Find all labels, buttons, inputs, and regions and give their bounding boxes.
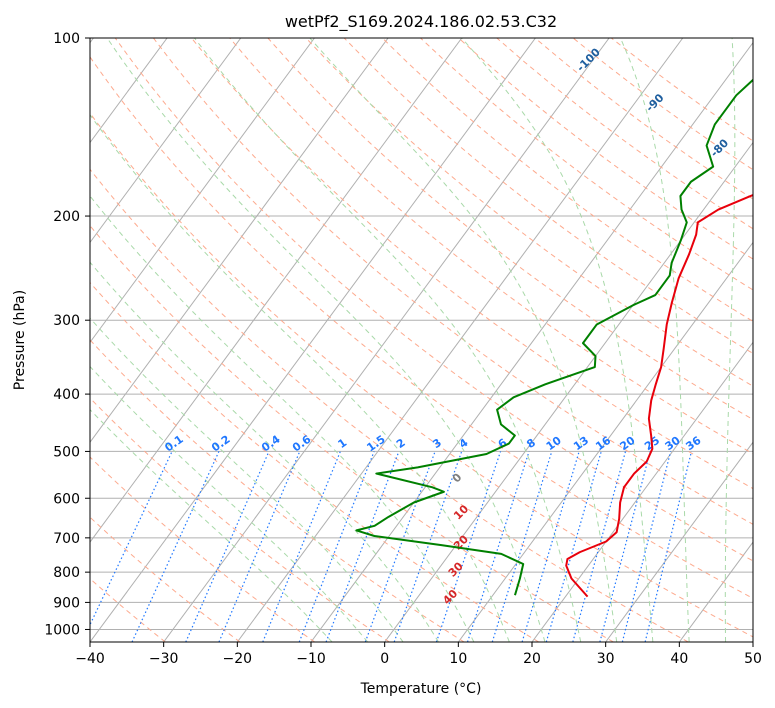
moist-adiabat-line [90, 317, 404, 642]
isotherm-line [90, 38, 168, 144]
mixing-ratio-line [621, 451, 672, 642]
dry-adiabat-line [90, 168, 689, 642]
dry-adiabat-line [229, 38, 753, 455]
chart-title: wetPf2_S169.2024.186.02.53.C32 [285, 12, 557, 32]
moist-adiabat-line [106, 38, 546, 642]
isotherm-line [90, 38, 463, 543]
x-tick-label: −10 [296, 651, 326, 667]
dry-adiabat-line [90, 339, 465, 642]
mixing-ratio-line [521, 451, 580, 642]
isotherm-line [752, 641, 753, 642]
x-tick-label: −20 [223, 651, 253, 667]
moist-adiabat-line [90, 408, 333, 642]
mixing-ratio-line [466, 451, 530, 642]
y-axis: 100 200 300 400 500 600 700 800 900 1000 [44, 31, 90, 638]
y-tick-label: 500 [53, 444, 80, 460]
moist-adiabat-line [90, 114, 510, 642]
y-tick-label: 200 [53, 209, 80, 225]
y-tick-label: 600 [53, 491, 80, 507]
isotherm-line [384, 141, 753, 642]
isotherm-line [163, 38, 610, 642]
mixing-ratio-line [545, 451, 602, 642]
plot-background [90, 38, 753, 642]
isotherm-line [90, 38, 389, 444]
x-axis-title: Temperature (°C) [360, 681, 482, 697]
moist-adiabat-line [461, 38, 654, 642]
isotherm-line [310, 41, 753, 642]
dry-adiabat-line [153, 38, 753, 525]
dry-adiabat-line [90, 56, 753, 599]
moist-adiabat-line [619, 38, 690, 642]
plot-frame [89, 37, 754, 643]
moist-adiabat-line [90, 261, 439, 642]
mixing-ratio-line [491, 451, 553, 642]
mixing-ratio-line [572, 451, 627, 642]
isotherm-line [90, 38, 536, 642]
dry-adiabat-line [90, 224, 614, 642]
y-tick-label: 100 [53, 31, 80, 47]
isotherm-line [90, 38, 242, 244]
x-tick-label: 50 [744, 651, 762, 667]
dry-adiabat-line [90, 577, 166, 642]
mixing-ratio-line [393, 451, 463, 642]
x-tick-label: −40 [75, 651, 105, 667]
x-tick-label: 0 [380, 651, 389, 667]
dry-adiabat-line [381, 38, 753, 322]
y-axis-title: Pressure (hPa) [12, 290, 28, 390]
isotherm-line [457, 241, 753, 642]
x-tick-label: 30 [597, 651, 615, 667]
x-axis: −40 −30 −20 −10 0 10 20 30 40 50 [75, 642, 762, 667]
x-tick-label: 10 [449, 651, 467, 667]
dry-adiabat-line [191, 38, 753, 490]
y-tick-label: 400 [53, 387, 80, 403]
mixing-ratio-line [364, 451, 436, 642]
dry-adiabat-line [90, 456, 315, 642]
dry-adiabat-line [305, 38, 753, 387]
isotherm-line [90, 38, 315, 344]
dewpoint-line [355, 78, 753, 596]
y-tick-label: 300 [53, 313, 80, 329]
x-tick-label: 20 [523, 651, 541, 667]
y-tick-label: 700 [53, 531, 80, 547]
y-tick-label: 800 [53, 565, 80, 581]
moist-adiabat-line [724, 38, 736, 642]
data-series [355, 78, 753, 598]
x-tick-label: 40 [670, 651, 688, 667]
mixing-ratio-line [435, 451, 502, 642]
x-tick-label: −30 [149, 651, 179, 667]
y-tick-label: 900 [53, 595, 80, 611]
mixing-ratio-line [185, 451, 270, 642]
mixing-ratio-line [599, 451, 651, 642]
mixing-ratio-line [131, 451, 220, 642]
mixing-ratio-line [644, 451, 693, 642]
temperature-line [565, 193, 753, 598]
isotherm-line [605, 441, 753, 642]
moist-adiabat-line [90, 365, 369, 642]
isotherm-line [236, 38, 684, 642]
mixing-ratio-line [218, 451, 301, 642]
y-tick-label: 1000 [44, 622, 80, 638]
dry-adiabat-line [90, 397, 390, 642]
mixing-ratio-line [90, 451, 173, 627]
moist-adiabat-line [90, 195, 475, 642]
